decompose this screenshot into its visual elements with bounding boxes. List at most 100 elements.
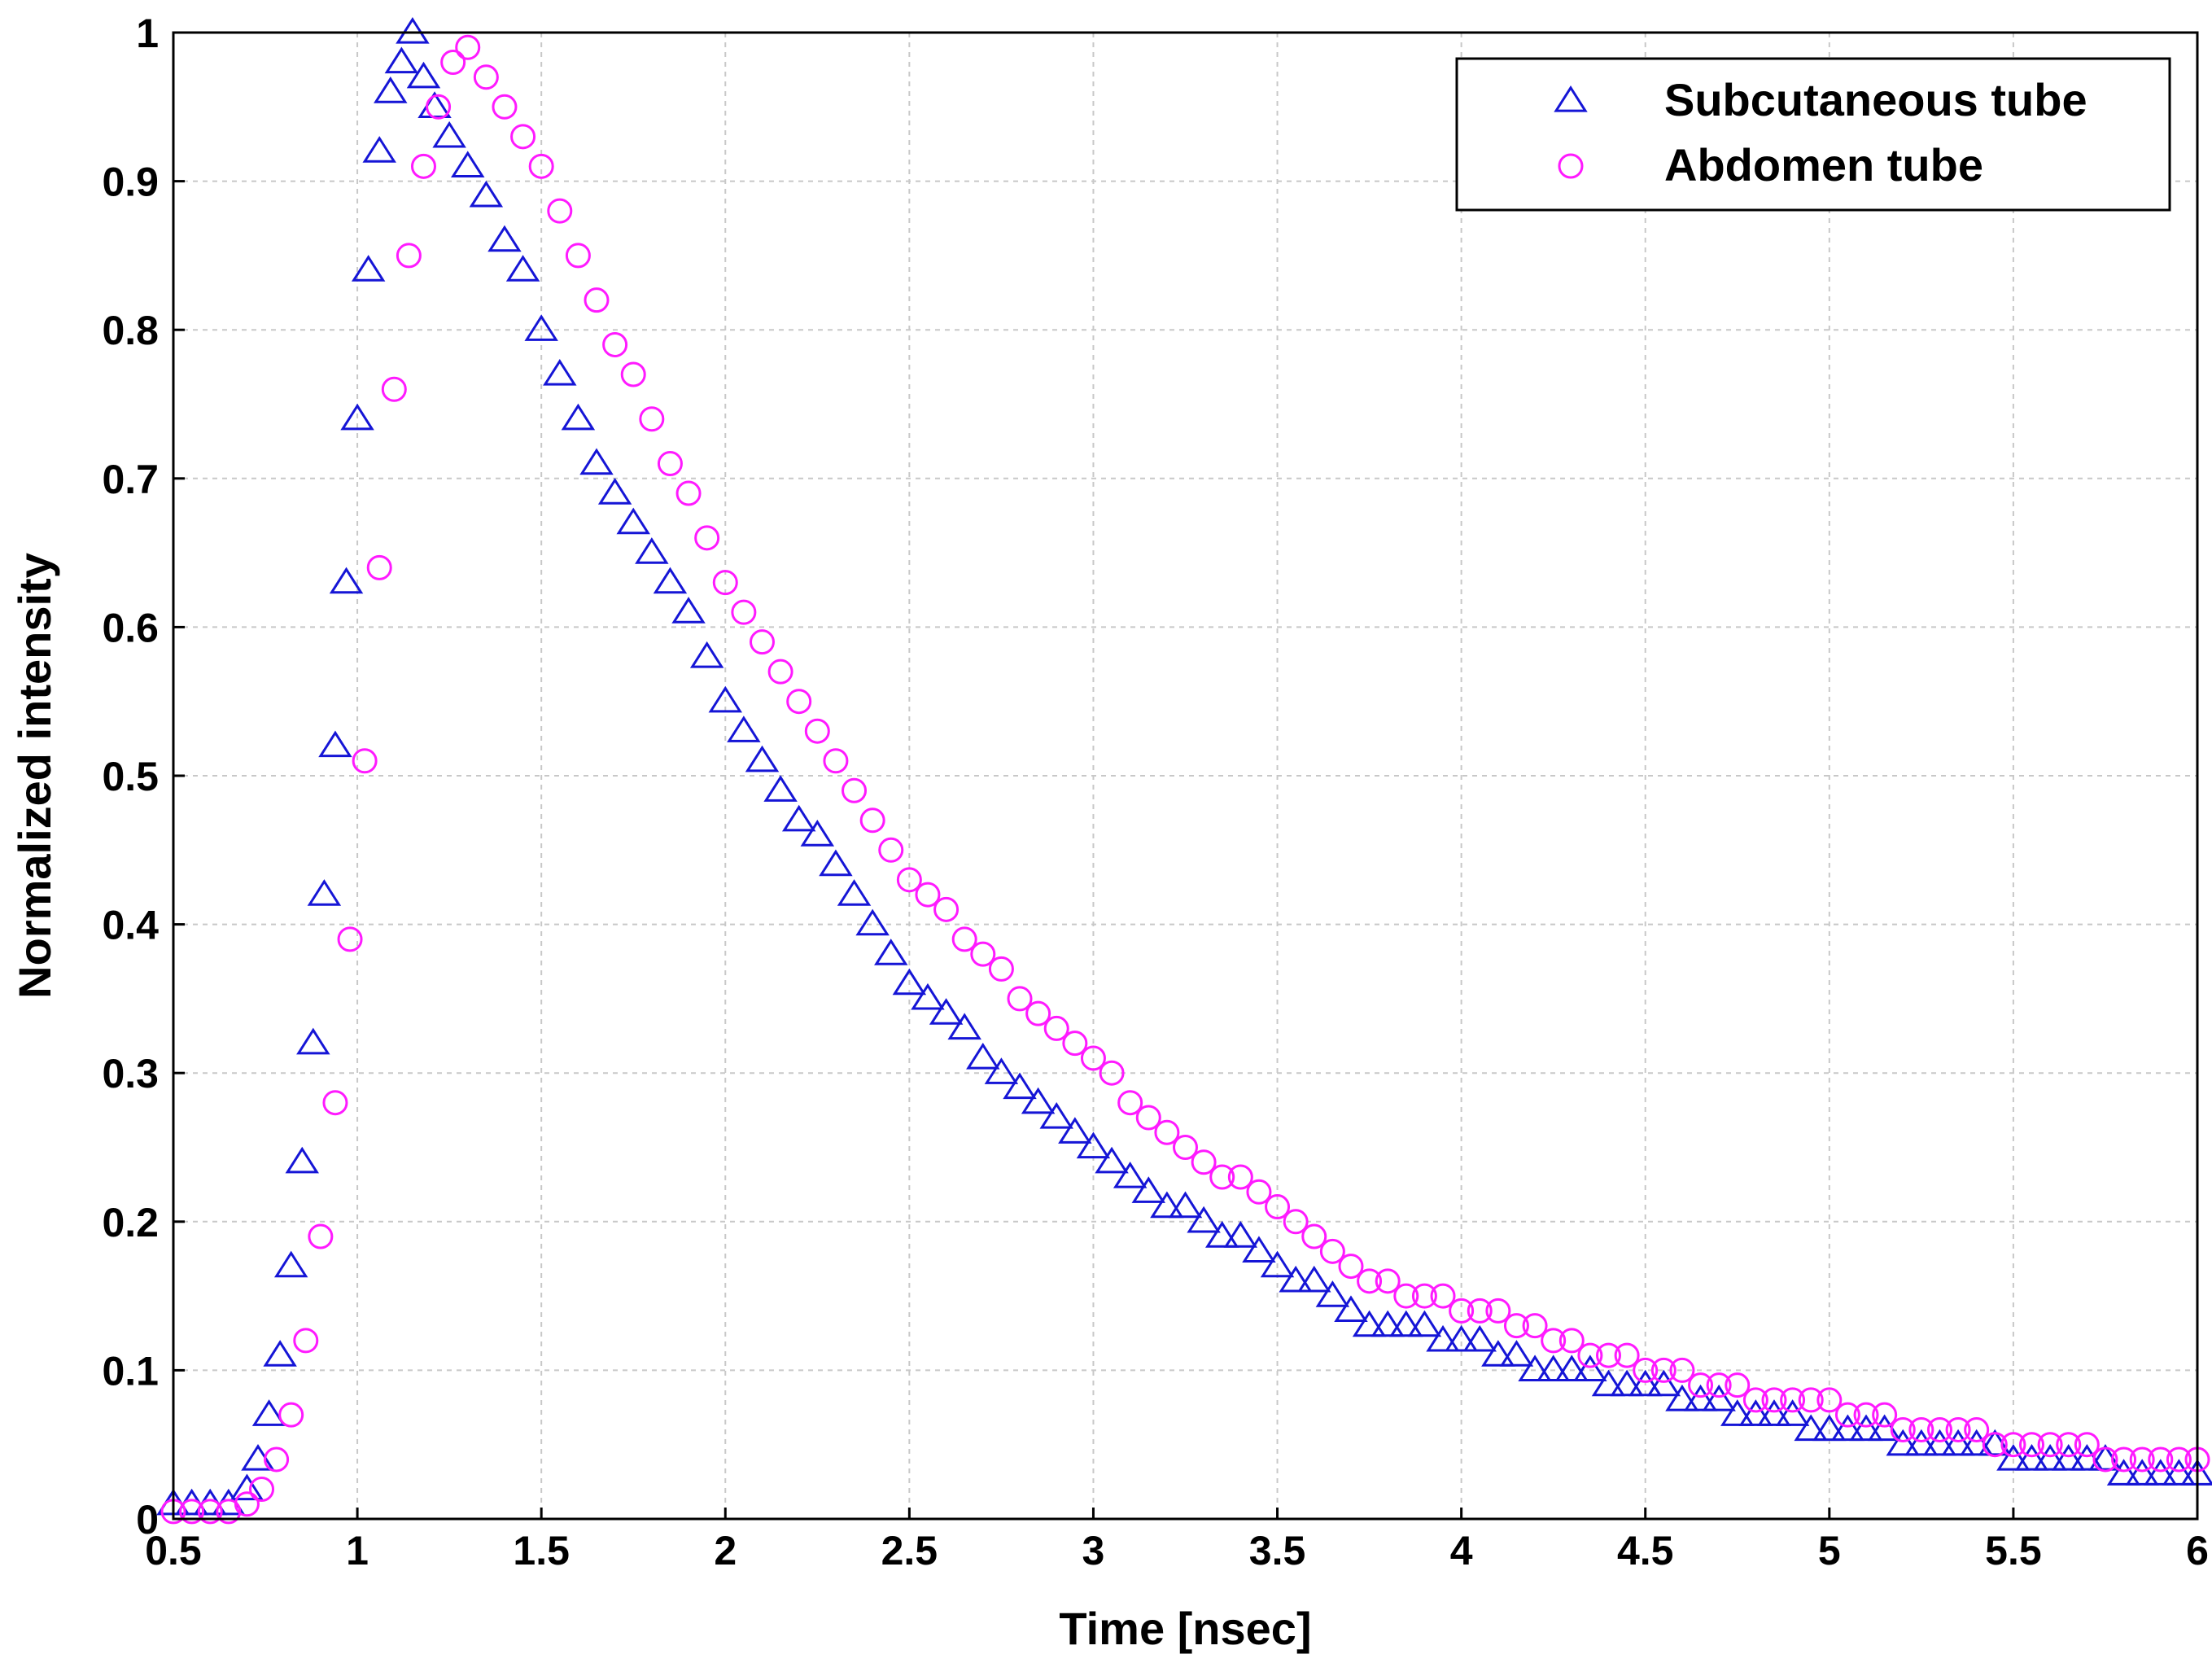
data-point bbox=[1173, 1135, 1198, 1160]
data-point bbox=[1904, 1429, 1939, 1456]
data-point bbox=[249, 1476, 275, 1502]
data-point bbox=[1265, 1194, 1291, 1220]
data-point bbox=[1522, 1313, 1548, 1339]
data-point bbox=[381, 376, 407, 402]
data-point bbox=[579, 448, 614, 475]
data-point bbox=[273, 1250, 308, 1278]
data-point bbox=[837, 879, 872, 906]
data-point bbox=[1297, 1265, 1331, 1293]
data-point bbox=[561, 403, 596, 431]
data-point bbox=[293, 1328, 319, 1354]
data-point bbox=[2000, 1432, 2026, 1458]
data-point bbox=[1223, 1221, 1258, 1248]
y-tick-label: 0.9 bbox=[102, 160, 159, 205]
data-point bbox=[1812, 1414, 1847, 1442]
data-point bbox=[1558, 1328, 1585, 1354]
y-tick-label: 0.6 bbox=[102, 605, 159, 650]
data-point bbox=[1922, 1429, 1957, 1456]
x-tick-label: 3.5 bbox=[1249, 1528, 1306, 1573]
data-point bbox=[749, 629, 775, 655]
data-point bbox=[639, 406, 665, 432]
data-point bbox=[1338, 1254, 1364, 1280]
data-point bbox=[896, 867, 922, 893]
data-point bbox=[1481, 1340, 1515, 1367]
data-point bbox=[1872, 1402, 1898, 1428]
data-point bbox=[620, 361, 646, 387]
data-point bbox=[689, 641, 724, 668]
data-point bbox=[352, 748, 378, 774]
data-point bbox=[1076, 1131, 1111, 1159]
data-point bbox=[745, 745, 780, 772]
data-point bbox=[1816, 1387, 1843, 1413]
data-point bbox=[1021, 1087, 1056, 1114]
data-point bbox=[1191, 1149, 1217, 1175]
data-point bbox=[451, 151, 485, 177]
data-point bbox=[1025, 1000, 1051, 1026]
data-point bbox=[2111, 1446, 2137, 1473]
data-point bbox=[2144, 1459, 2178, 1486]
data-point bbox=[2056, 1432, 2082, 1458]
data-point bbox=[230, 1473, 264, 1501]
data-point bbox=[970, 941, 996, 967]
y-tick-label: 0.1 bbox=[102, 1348, 159, 1394]
data-point bbox=[1665, 1384, 1699, 1411]
data-point bbox=[322, 1090, 348, 1116]
data-point bbox=[278, 1402, 304, 1428]
data-point bbox=[1830, 1414, 1865, 1442]
data-point bbox=[351, 255, 386, 282]
data-point bbox=[584, 287, 610, 313]
data-point bbox=[804, 718, 830, 744]
data-point bbox=[1279, 1265, 1313, 1293]
data-point bbox=[1926, 1416, 1952, 1442]
data-point bbox=[264, 1446, 290, 1473]
data-point bbox=[396, 243, 422, 269]
data-point bbox=[524, 314, 558, 341]
data-point bbox=[712, 570, 738, 596]
data-point bbox=[1628, 1369, 1663, 1397]
data-point bbox=[1080, 1045, 1106, 1071]
data-point bbox=[197, 1499, 223, 1525]
data-point bbox=[966, 1042, 1000, 1070]
data-point bbox=[455, 34, 481, 60]
data-point bbox=[1890, 1416, 1916, 1442]
data-point bbox=[892, 968, 927, 996]
data-point bbox=[1706, 1372, 1732, 1398]
data-point bbox=[1467, 1298, 1493, 1324]
x-tick-label: 5.5 bbox=[1985, 1528, 2042, 1573]
data-point bbox=[1964, 1416, 1990, 1442]
data-point bbox=[308, 1223, 334, 1249]
data-point bbox=[362, 136, 396, 163]
data-point bbox=[1389, 1310, 1423, 1337]
data-point bbox=[2148, 1446, 2174, 1473]
data-point bbox=[675, 480, 702, 506]
data-point bbox=[929, 998, 964, 1025]
y-tick-label: 0.8 bbox=[102, 308, 159, 353]
data-point bbox=[1780, 1387, 1806, 1413]
data-point bbox=[1283, 1209, 1309, 1235]
data-point bbox=[1043, 1015, 1069, 1041]
data-point bbox=[1242, 1236, 1276, 1263]
data-point bbox=[1058, 1117, 1092, 1144]
data-point bbox=[1996, 1443, 2031, 1471]
data-point bbox=[1204, 1221, 1239, 1248]
y-tick-label: 0.4 bbox=[102, 903, 159, 948]
data-point bbox=[432, 120, 466, 148]
data-point bbox=[2033, 1443, 2067, 1471]
data-point bbox=[1503, 1313, 1529, 1339]
data-point bbox=[1062, 1031, 1088, 1057]
data-point bbox=[874, 939, 908, 965]
data-point bbox=[951, 926, 977, 952]
data-point bbox=[657, 451, 683, 477]
data-point bbox=[410, 153, 436, 179]
legend: Subcutaneous tube Abdomen tube bbox=[1455, 57, 2171, 212]
data-point bbox=[366, 554, 392, 580]
data-point bbox=[984, 1057, 1019, 1084]
data-point bbox=[694, 525, 720, 551]
data-point bbox=[1775, 1399, 1810, 1426]
data-point bbox=[708, 685, 743, 713]
data-point bbox=[933, 896, 960, 922]
data-point bbox=[2106, 1459, 2141, 1486]
data-point bbox=[597, 478, 632, 505]
data-point bbox=[1301, 1223, 1327, 1249]
data-point bbox=[492, 94, 518, 120]
